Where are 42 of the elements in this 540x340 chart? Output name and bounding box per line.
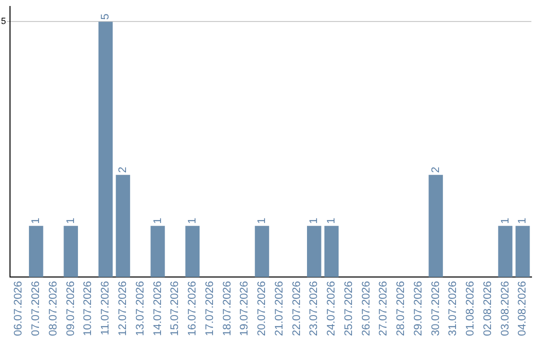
data-label: 2 <box>430 166 442 173</box>
x-tick-label: 08.07.2026 <box>47 280 60 336</box>
x-tick-label: 25.07.2026 <box>342 280 355 336</box>
x-tick-label: 04.08.2026 <box>516 280 529 336</box>
data-label: 1 <box>30 218 42 224</box>
x-tick-label: 19.07.2026 <box>238 280 251 336</box>
x-tick-label: 15.07.2026 <box>169 280 182 336</box>
data-label: 1 <box>64 218 77 224</box>
x-tick-label: 02.08.2026 <box>482 280 494 336</box>
x-tick-label: 24.07.2026 <box>326 280 338 336</box>
data-label: 1 <box>256 218 268 224</box>
x-tick-label: 16.07.2026 <box>186 280 199 336</box>
x-tick-label: 11.07.2026 <box>100 280 112 336</box>
x-tick-label: 01.08.2026 <box>464 280 477 336</box>
data-label: 5 <box>100 14 112 20</box>
data-label: 1 <box>516 218 529 224</box>
x-tick-label: 12.07.2026 <box>116 280 129 336</box>
x-tick-label: 21.07.2026 <box>273 280 286 336</box>
x-tick-label: 31.07.2026 <box>447 280 460 336</box>
data-label: 1 <box>308 218 320 224</box>
x-tick-label: 28.07.2026 <box>395 280 408 336</box>
x-tick-label: 06.07.2026 <box>12 280 25 336</box>
x-tick-label: 20.07.2026 <box>256 280 268 336</box>
x-tick-label: 27.07.2026 <box>378 280 390 336</box>
x-tick-label: 17.07.2026 <box>204 280 216 336</box>
x-tick-label: 30.07.2026 <box>430 280 442 336</box>
x-tick-label: 13.07.2026 <box>134 280 146 336</box>
data-label: 2 <box>116 166 129 173</box>
x-tick-label: 26.07.2026 <box>360 280 372 336</box>
x-tick-label: 29.07.2026 <box>412 280 424 336</box>
x-tick-label: 10.07.2026 <box>82 280 94 336</box>
x-tick-label: 07.07.2026 <box>30 280 42 336</box>
x-tick-label: 23.07.2026 <box>308 280 320 336</box>
data-label: 1 <box>326 218 338 224</box>
x-tick-label: 03.08.2026 <box>499 280 512 336</box>
x-tick-label: 14.07.2026 <box>152 280 164 336</box>
x-tick-label: 22.07.2026 <box>290 280 303 336</box>
data-label: 1 <box>499 218 512 224</box>
data-label: 1 <box>186 218 199 224</box>
x-tick-label: 18.07.2026 <box>221 280 234 336</box>
data-label: 1 <box>152 218 164 224</box>
x-tick-label: 09.07.2026 <box>64 280 77 336</box>
